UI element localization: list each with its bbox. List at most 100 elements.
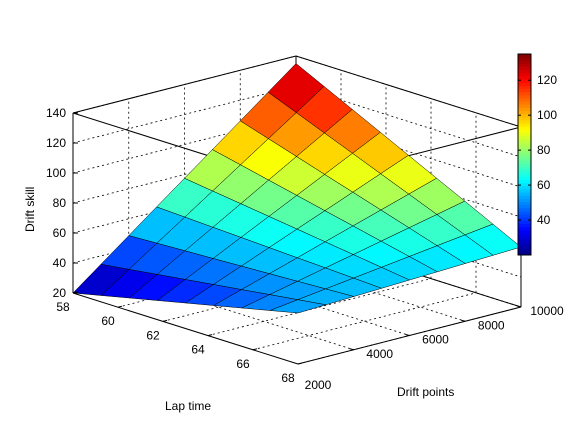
colorbar-step <box>518 160 531 165</box>
colorbar-step <box>518 79 531 83</box>
colorbar-step <box>518 151 531 155</box>
colorbar-step <box>518 195 531 199</box>
colorbar-step <box>518 66 531 71</box>
colorbar-tick-label: 100 <box>537 108 557 122</box>
colorbar-step <box>518 223 531 228</box>
x-tick-mark <box>461 319 466 322</box>
colorbar-tick-label: 80 <box>537 143 551 157</box>
grid-line <box>252 292 477 351</box>
colorbar-step <box>518 116 531 121</box>
x-axis-title: Drift points <box>397 385 454 399</box>
colorbar-step <box>518 107 531 111</box>
colorbar-step <box>518 192 531 196</box>
grid-line <box>295 85 522 158</box>
colorbar-step <box>518 214 531 218</box>
box-edge <box>295 55 522 128</box>
colorbar-step <box>518 204 531 209</box>
colorbar-step <box>518 170 531 174</box>
tick-labels: 20 40 60 80 100 120 140 58 60 62 64 66 68 4000 6000 800… <box>46 106 564 392</box>
colorbar-step <box>518 233 531 237</box>
colorbar-step <box>518 211 531 215</box>
colorbar-tick-label: 40 <box>537 213 551 227</box>
grid-line <box>295 115 522 188</box>
colorbar-step <box>518 251 531 256</box>
colorbar-step <box>518 129 531 133</box>
colorbar-step <box>518 201 531 206</box>
grid-line <box>295 145 522 218</box>
colorbar-step <box>518 88 531 93</box>
x-tick-label: 4000 <box>366 347 393 361</box>
colorbar-step <box>518 135 531 140</box>
colorbar-step <box>518 154 531 159</box>
colorbar-step <box>518 220 531 224</box>
colorbar-step <box>518 179 531 184</box>
colorbar-step <box>518 148 531 152</box>
z-axis-title: Drift skill <box>23 187 37 232</box>
colorbar-step <box>518 63 531 67</box>
colorbar-step <box>518 126 531 130</box>
y-tick-mark <box>252 348 258 351</box>
colorbar-frame <box>517 53 532 256</box>
x-tick-mark <box>516 305 522 308</box>
x-tick-mark <box>349 348 354 351</box>
colorbar-step <box>518 242 531 246</box>
colorbar-step <box>518 69 531 74</box>
y-tick-mark <box>297 362 303 365</box>
colorbar-step <box>518 173 531 177</box>
grid-line <box>128 278 354 351</box>
colorbar-step <box>518 104 531 108</box>
colorbar-step <box>518 163 531 168</box>
y-tick-label: 62 <box>146 328 160 342</box>
colorbar-step <box>518 185 531 190</box>
colorbar-step <box>518 229 531 234</box>
colorbar-step <box>518 132 531 137</box>
colorbar-step <box>518 72 531 77</box>
surface <box>72 63 522 314</box>
colorbar-step <box>518 141 531 146</box>
colorbar-step <box>518 226 531 231</box>
colorbar-step <box>518 189 531 193</box>
colorbar-step <box>518 145 531 149</box>
colorbar-tick-label: 60 <box>537 178 551 192</box>
colorbar-step <box>518 60 531 64</box>
colorbar-step <box>518 97 531 102</box>
colorbar-step <box>518 57 531 61</box>
z-tick-label: 20 <box>53 286 67 300</box>
x-tick-mark <box>405 334 410 336</box>
colorbar-step <box>518 82 531 86</box>
y-tick-label: 60 <box>101 314 115 328</box>
y-axis-line <box>72 292 299 365</box>
z-tick-label: 40 <box>53 256 67 270</box>
colorbar-step <box>518 85 531 89</box>
colorbar-step <box>518 138 531 143</box>
colorbar-step <box>518 157 531 162</box>
y-tick-mark <box>72 291 78 294</box>
colorbar-step <box>518 176 531 181</box>
y-tick-label: 68 <box>281 371 295 385</box>
box-edge <box>72 55 297 114</box>
grid-line <box>184 264 410 336</box>
y-tick-label: 64 <box>191 343 205 357</box>
colorbar-step <box>518 182 531 187</box>
front-axes <box>72 112 522 365</box>
colorbar-step <box>518 110 531 115</box>
colorbar-step <box>518 245 531 250</box>
colorbar-step <box>518 94 531 99</box>
y-tick-label: 66 <box>236 357 250 371</box>
grid-line <box>207 278 432 336</box>
colorbar-step <box>518 236 531 240</box>
colorbar-step <box>518 91 531 96</box>
x-tick-label: 10000 <box>530 304 564 318</box>
colorbar-step <box>518 207 531 212</box>
z-tick-label: 80 <box>53 196 67 210</box>
colorbar-step <box>518 75 531 80</box>
colorbar-step <box>518 123 531 127</box>
colorbar-step <box>518 113 531 118</box>
colorbar-step <box>518 54 531 58</box>
z-tick-label: 120 <box>46 136 66 150</box>
z-tick-label: 60 <box>53 226 67 240</box>
surface-cell <box>269 299 326 314</box>
colorbar-step <box>518 217 531 221</box>
grid-line <box>295 205 522 278</box>
